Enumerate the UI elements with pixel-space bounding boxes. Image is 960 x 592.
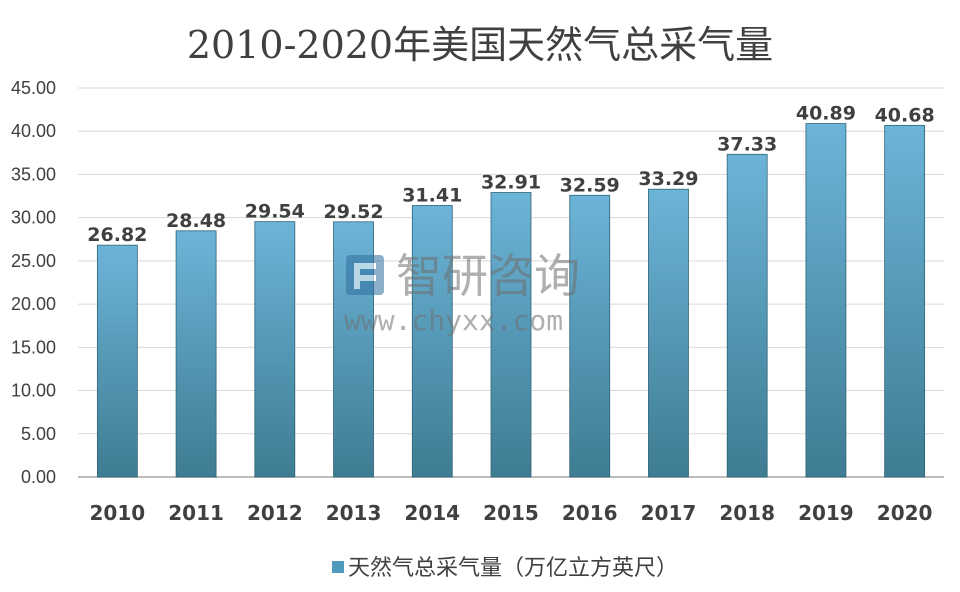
x-tick-label-2015: 2015 bbox=[483, 501, 539, 525]
bar-2020 bbox=[884, 124, 926, 478]
bar-2010 bbox=[96, 244, 138, 478]
bar-2016 bbox=[569, 194, 611, 478]
data-label-2019: 40.89 bbox=[796, 103, 856, 125]
data-label-2013: 29.52 bbox=[323, 201, 383, 223]
data-label-2011: 28.48 bbox=[166, 210, 226, 232]
data-label-2012: 29.54 bbox=[245, 201, 305, 223]
legend: 天然气总采气量（万亿立方英尺） bbox=[332, 556, 678, 581]
x-tick-label-2013: 2013 bbox=[326, 501, 382, 525]
y-tick-label: 5.00 bbox=[21, 424, 56, 444]
watermark: 智研咨询 www.chyxx.com bbox=[344, 249, 580, 337]
bar-2017 bbox=[648, 188, 689, 478]
bar-2015 bbox=[490, 192, 532, 478]
y-tick-label: 35.00 bbox=[11, 164, 56, 184]
bar-2018 bbox=[726, 153, 768, 478]
y-tick-label: 20.00 bbox=[11, 294, 56, 314]
x-tick-label-2011: 2011 bbox=[168, 501, 224, 525]
bar-2014 bbox=[411, 205, 453, 478]
data-label-2017: 33.29 bbox=[638, 168, 698, 190]
y-tick-label: 0.00 bbox=[21, 467, 56, 487]
x-tick-label-2019: 2019 bbox=[798, 501, 854, 525]
y-tick-label: 10.00 bbox=[11, 381, 56, 401]
watermark-name: 智研咨询 bbox=[396, 249, 580, 303]
data-label-2010: 26.82 bbox=[87, 224, 147, 246]
bar-2012 bbox=[254, 221, 296, 478]
data-label-2014: 31.41 bbox=[402, 184, 462, 206]
y-axis-ticks: 0.00 5.00 10.00 15.00 20.00 25.00 30.00 35.00 40… bbox=[11, 78, 56, 487]
data-label-2015: 32.91 bbox=[481, 172, 541, 194]
y-tick-label: 30.00 bbox=[11, 208, 56, 228]
chart-title: 2010-2020年美国天然气总采气量 bbox=[187, 23, 773, 67]
legend-label: 天然气总采气量（万亿立方英尺） bbox=[348, 556, 678, 581]
data-label-2016: 32.59 bbox=[560, 174, 620, 196]
x-tick-label-2020: 2020 bbox=[877, 501, 933, 525]
bars bbox=[96, 123, 926, 478]
chyxx-logo-icon bbox=[346, 255, 384, 295]
watermark-url: www.chyxx.com bbox=[344, 304, 563, 337]
x-tick-label-2010: 2010 bbox=[90, 501, 146, 525]
x-tick-label-2016: 2016 bbox=[562, 501, 618, 525]
y-tick-label: 45.00 bbox=[11, 78, 56, 98]
y-tick-label: 25.00 bbox=[11, 251, 56, 271]
x-axis-ticks: 2010 2011 2012 2013 2014 2015 2016 2017 2018 2019… bbox=[90, 501, 933, 525]
bar-2011 bbox=[175, 230, 217, 478]
x-tick-label-2014: 2014 bbox=[404, 501, 460, 525]
y-tick-label: 15.00 bbox=[11, 337, 56, 357]
data-label-2020: 40.68 bbox=[875, 104, 935, 126]
x-tick-label-2012: 2012 bbox=[247, 501, 303, 525]
legend-swatch bbox=[332, 561, 344, 573]
bar-2019 bbox=[805, 123, 847, 478]
data-labels: 26.82 28.48 29.54 29.52 31.41 32.91 32.59 33.29… bbox=[87, 103, 934, 247]
x-tick-label-2017: 2017 bbox=[641, 501, 697, 525]
data-label-2018: 37.33 bbox=[717, 133, 777, 155]
y-tick-label: 40.00 bbox=[11, 121, 56, 141]
x-tick-label-2018: 2018 bbox=[719, 501, 775, 525]
